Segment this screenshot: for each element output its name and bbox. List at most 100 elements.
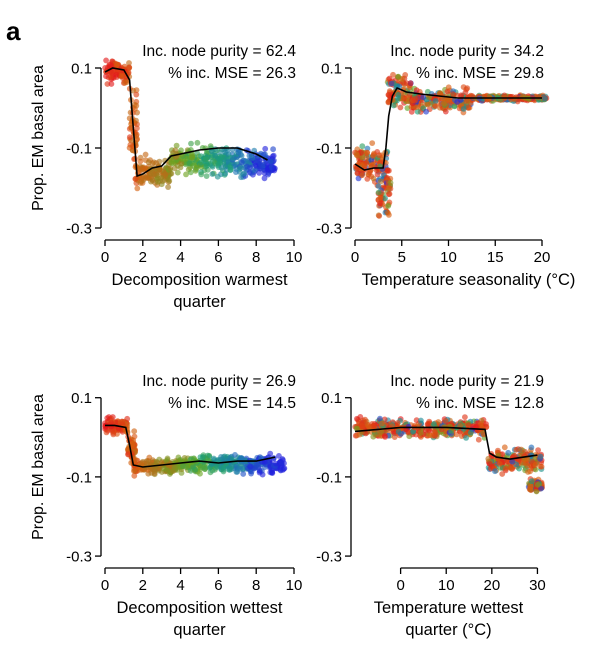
annotation-text: % inc. MSE = 12.8 — [416, 395, 544, 412]
smooth-line — [354, 426, 538, 460]
data-point — [451, 103, 458, 110]
smooth-line — [104, 67, 268, 178]
data-point — [170, 160, 177, 167]
data-point — [202, 466, 208, 472]
data-point — [374, 171, 381, 178]
data-point — [430, 431, 437, 438]
data-point — [209, 171, 216, 177]
x-tick-label: 20 — [534, 249, 551, 266]
annotation-text: Inc. node purity = 62.4 — [142, 43, 296, 60]
y-tick-label: -0.1 — [66, 141, 92, 158]
chart-panel-1: 0.1 -0.1 -0.3 0 2 4 6 8 10 Decomposition warmest q… — [30, 43, 302, 311]
y-tick-label: -0.3 — [66, 221, 92, 238]
data-point — [437, 90, 444, 97]
data-point — [408, 108, 415, 115]
x-tick-label: 0 — [101, 249, 109, 266]
data-point — [194, 139, 201, 146]
data-point — [359, 143, 366, 150]
annotation-text: % inc. MSE = 14.5 — [168, 395, 296, 412]
data-point — [390, 102, 397, 109]
data-point — [214, 464, 220, 470]
data-point — [397, 104, 404, 111]
data-point — [386, 185, 392, 192]
data-point — [175, 454, 182, 461]
data-point — [187, 169, 194, 176]
data-point — [248, 470, 255, 477]
data-point — [381, 432, 388, 439]
x-tick-label: 4 — [176, 249, 184, 266]
data-point — [463, 435, 469, 441]
data-point — [413, 417, 420, 424]
data-point — [139, 175, 146, 181]
data-point — [390, 71, 396, 78]
data-point — [108, 81, 115, 87]
data-point — [388, 80, 395, 87]
data-point — [262, 145, 269, 152]
data-point — [109, 63, 116, 69]
data-point — [535, 447, 541, 453]
data-point — [198, 159, 205, 166]
annotation-text: Inc. node purity = 34.2 — [390, 43, 544, 60]
data-point — [260, 151, 267, 158]
data-point — [509, 458, 516, 465]
data-point — [179, 463, 186, 470]
data-point — [110, 431, 117, 438]
data-point — [246, 169, 253, 176]
data-point — [264, 166, 271, 173]
data-point — [496, 461, 503, 467]
data-point — [197, 470, 203, 477]
data-point — [369, 161, 376, 168]
x-tick-label: 0 — [351, 249, 359, 266]
y-tick-label: -0.3 — [316, 549, 342, 566]
data-point — [120, 72, 127, 79]
data-point — [492, 468, 498, 475]
data-point — [542, 95, 548, 102]
x-tick-label: 8 — [252, 249, 260, 266]
data-point — [525, 469, 531, 475]
data-point — [369, 140, 376, 147]
data-point — [420, 94, 426, 101]
data-point — [238, 165, 244, 171]
data-point — [445, 97, 452, 103]
data-point — [218, 154, 224, 161]
data-point — [462, 89, 469, 96]
data-point — [520, 459, 527, 466]
data-point — [354, 152, 360, 159]
data-point — [394, 420, 401, 426]
data-point — [203, 173, 210, 180]
x-axis-label: Temperature wettest — [374, 599, 524, 617]
y-axis-label: Prop. EM basal area — [30, 65, 47, 211]
x-tick-label: 6 — [214, 249, 222, 266]
data-point — [132, 175, 139, 182]
data-point — [511, 452, 518, 459]
data-point — [276, 453, 282, 459]
data-point — [240, 471, 247, 477]
smooth-line — [105, 424, 276, 468]
data-point — [207, 469, 214, 476]
data-point — [508, 94, 514, 100]
smooth-line — [354, 86, 542, 171]
data-point — [489, 463, 496, 470]
data-point — [359, 172, 366, 179]
data-point — [528, 444, 535, 451]
data-point — [131, 467, 138, 474]
data-point — [386, 191, 393, 197]
data-point — [414, 108, 421, 115]
data-point — [183, 171, 189, 178]
data-point — [442, 417, 449, 424]
data-point — [103, 429, 110, 436]
x-axis-label: Decomposition wettest — [117, 599, 283, 617]
data-point — [445, 84, 452, 91]
x-tick-label: 15 — [487, 249, 504, 266]
data-point — [121, 80, 128, 86]
data-point — [465, 104, 472, 111]
data-point — [265, 171, 271, 178]
data-point — [129, 442, 136, 448]
data-point — [442, 108, 449, 115]
data-point — [413, 87, 420, 94]
data-point — [377, 194, 384, 201]
data-point — [146, 454, 153, 461]
y-tick-label: 0.1 — [321, 390, 342, 407]
data-point — [377, 415, 383, 422]
data-point — [537, 453, 544, 460]
